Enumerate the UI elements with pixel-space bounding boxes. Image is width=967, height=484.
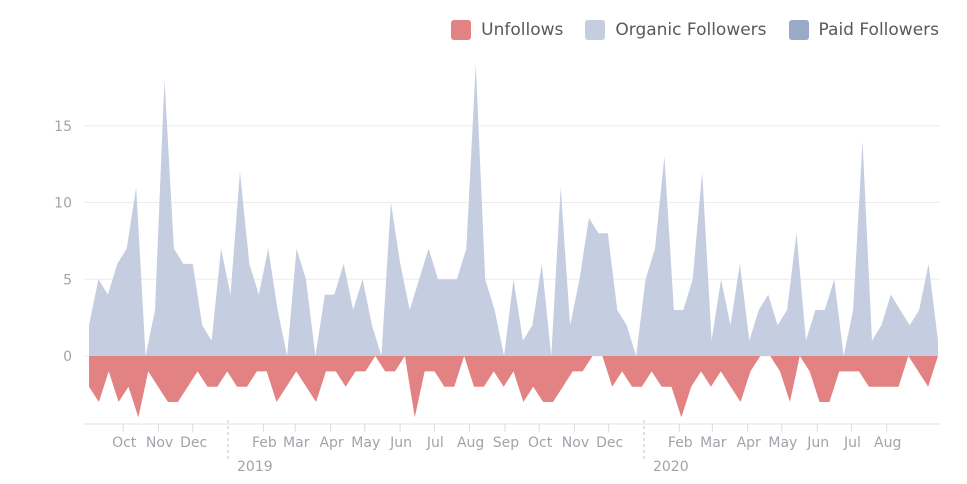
plot-areas (89, 64, 938, 418)
legend-item-paid-followers[interactable]: Paid Followers (788, 20, 939, 40)
x-tick-label-jul-8: Jul (426, 435, 444, 451)
x-tick-label-sep-10: Sep (493, 435, 520, 451)
x-tick-label-aug-20: Aug (874, 435, 901, 451)
x-axis: Oct Nov Dec Feb Mar Apr May Jun Jul Aug Sep Oct Nov D… (84, 420, 940, 475)
x-tick-label-may-6: May (351, 435, 380, 451)
x-tick-label-jun-7: Jun (389, 435, 412, 451)
x-tick-label-may-17: May (768, 435, 797, 451)
legend-swatch-paid-followers (788, 20, 809, 40)
unfollows-area (89, 356, 938, 418)
chart-legend: Unfollows Organic Followers Paid Followe… (451, 20, 939, 40)
x-tick-label-mar-15: Mar (700, 435, 727, 451)
year-label-2020: 2020 (653, 459, 689, 475)
x-tick-label-aug-9: Aug (457, 435, 484, 451)
y-tick-label-15: 15 (54, 119, 72, 135)
year-label-2019: 2019 (237, 459, 273, 475)
legend-label-organic-followers: Organic Followers (615, 20, 767, 40)
x-tick-label-nov-12: Nov (562, 435, 589, 451)
y-tick-label-0: 0 (63, 349, 72, 365)
x-tick-label-nov-1: Nov (146, 435, 173, 451)
y-tick-label-5: 5 (63, 272, 72, 288)
x-tick-label-jun-18: Jun (806, 435, 829, 451)
x-tick-label-jul-19: Jul (843, 435, 861, 451)
x-tick-label-feb-14: Feb (668, 435, 693, 451)
x-tick-label-oct-11: Oct (528, 435, 553, 451)
y-axis: 0 5 10 15 (54, 119, 72, 365)
legend-item-unfollows[interactable]: Unfollows (451, 20, 563, 40)
x-tick-label-feb-3: Feb (252, 435, 277, 451)
legend-swatch-unfollows (451, 20, 472, 40)
legend-label-unfollows: Unfollows (481, 20, 564, 40)
legend-label-paid-followers: Paid Followers (818, 20, 939, 40)
x-tick-label-dec-2: Dec (180, 435, 207, 451)
legend-item-organic-followers[interactable]: Organic Followers (585, 20, 767, 40)
x-tick-label-apr-16: Apr (737, 435, 761, 451)
x-tick-label-apr-5: Apr (319, 435, 343, 451)
x-tick-label-oct-0: Oct (112, 435, 137, 451)
organic-followers-area (89, 64, 938, 356)
x-tick-label-mar-4: Mar (283, 435, 310, 451)
y-tick-label-10: 10 (54, 196, 72, 212)
legend-swatch-organic-followers (585, 20, 606, 40)
x-tick-label-dec-13: Dec (596, 435, 623, 451)
